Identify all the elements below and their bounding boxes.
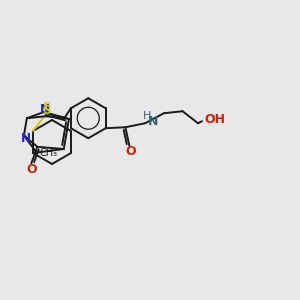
- Text: S: S: [42, 104, 51, 117]
- Text: N: N: [40, 103, 50, 116]
- Text: O: O: [26, 163, 37, 176]
- Text: S: S: [42, 102, 50, 112]
- Text: CH₃: CH₃: [40, 148, 58, 158]
- Text: O: O: [125, 146, 136, 158]
- Text: N: N: [21, 132, 31, 145]
- Text: OH: OH: [204, 113, 225, 126]
- Text: N: N: [148, 115, 158, 128]
- Text: H: H: [143, 111, 152, 121]
